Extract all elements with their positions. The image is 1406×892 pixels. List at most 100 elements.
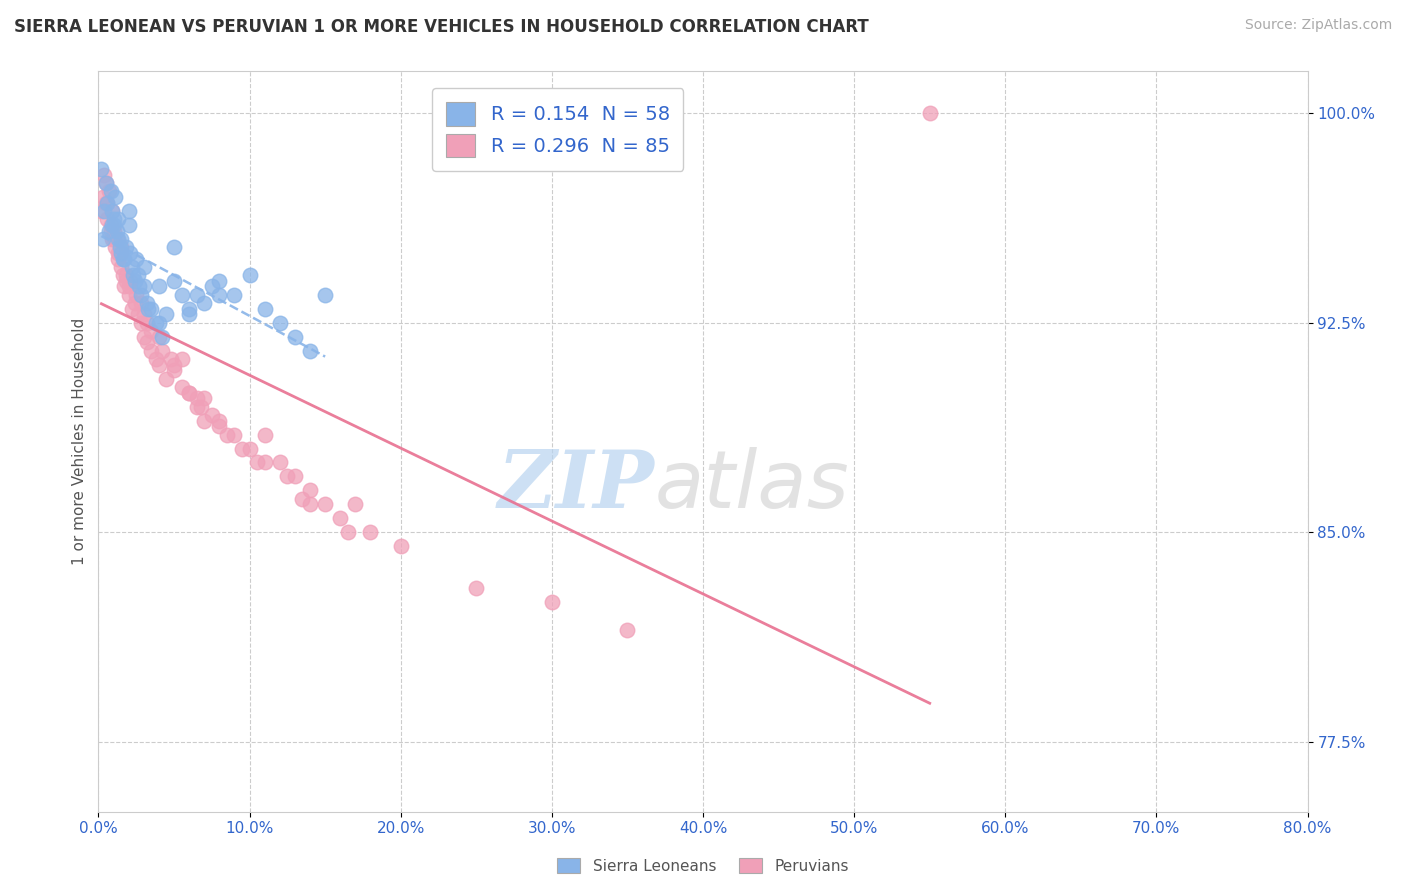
Point [101,232,124,246]
Point [103,218,125,232]
Point [314,288,336,302]
Point [253,455,276,469]
Point [101,218,124,232]
Point [105,232,128,246]
Point [110,246,132,260]
Point [163,274,186,288]
Point [114,274,136,288]
Point [150,330,173,344]
Point [148,358,170,372]
Point [239,268,262,283]
Point [132,307,155,321]
Point [179,385,201,400]
Point [93,168,115,182]
Point [121,260,143,274]
Point [112,279,135,293]
Point [125,288,148,302]
Point [253,427,276,442]
Point [96,195,118,210]
Text: atlas: atlas [655,447,849,525]
Point [201,279,224,293]
Point [186,391,208,405]
Point [224,427,246,442]
Point [239,442,262,456]
Point [98,185,121,199]
Point [110,260,132,274]
Point [186,288,208,302]
Point [111,268,134,283]
Point [127,268,149,283]
Point [124,296,146,310]
Point [616,623,638,637]
Point [101,204,124,219]
Point [128,279,150,293]
Point [100,224,122,238]
Point [107,252,129,266]
Point [100,185,122,199]
Point [170,288,193,302]
Point [129,288,152,302]
Point [155,307,177,321]
Point [141,343,163,358]
Point [253,301,276,316]
Point [163,363,186,377]
Point [103,232,125,246]
Point [299,483,322,498]
Point [105,224,128,238]
Point [291,491,314,506]
Point [918,106,941,120]
Point [314,497,336,511]
Point [336,525,359,540]
Point [193,414,215,428]
Point [125,252,148,266]
Point [94,176,117,190]
Point [103,224,125,238]
Point [110,246,132,260]
Text: Source: ZipAtlas.com: Source: ZipAtlas.com [1244,18,1392,32]
Point [91,232,114,246]
Point [269,455,291,469]
Point [127,307,149,321]
Point [120,274,142,288]
Point [118,218,141,232]
Point [114,240,136,254]
Point [110,240,132,254]
Point [179,307,201,321]
Point [94,195,117,210]
Text: ZIP: ZIP [498,447,655,524]
Point [284,330,307,344]
Point [299,497,322,511]
Point [170,352,193,367]
Point [208,274,231,288]
Point [129,296,152,310]
Point [110,232,132,246]
Point [193,296,215,310]
Text: SIERRA LEONEAN VS PERUVIAN 1 OR MORE VEHICLES IN HOUSEHOLD CORRELATION CHART: SIERRA LEONEAN VS PERUVIAN 1 OR MORE VEH… [14,18,869,36]
Point [135,296,157,310]
Point [179,301,201,316]
Point [118,204,141,219]
Point [145,352,167,367]
Point [155,372,177,386]
Point [108,240,131,254]
Point [132,330,155,344]
Point [111,252,134,266]
Point [103,212,125,227]
Point [148,316,170,330]
Point [231,442,253,456]
Point [269,316,291,330]
Point [160,352,183,367]
Point [122,268,145,283]
Point [193,391,215,405]
Point [108,246,131,260]
Point [344,497,367,511]
Point [329,511,352,525]
Point [246,455,269,469]
Point [190,400,212,414]
Legend: R = 0.154  N = 58, R = 0.296  N = 85: R = 0.154 N = 58, R = 0.296 N = 85 [433,88,683,171]
Point [208,414,231,428]
Point [96,195,118,210]
Point [107,212,129,227]
Point [224,288,246,302]
Point [132,260,155,274]
